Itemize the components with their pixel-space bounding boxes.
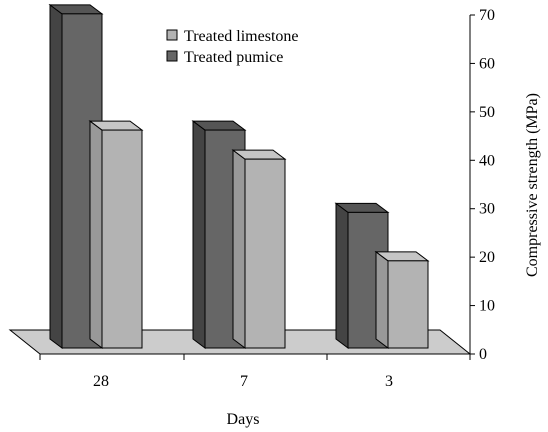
legend-label-treated-pumice: Treated pumice [184,49,283,66]
bar-treated-limestone-7 [231,149,287,349]
bar-treated-limestone-28-front [101,129,143,349]
bar-treated-limestone-7-side [232,149,246,349]
y-tick-label: 20 [479,249,495,266]
bar-treated-limestone-3 [374,250,430,349]
y-axis-title: Compressive strength (MPa) [524,93,541,277]
bar-treated-pumice-28-side [49,3,63,349]
y-tick-label: 40 [479,152,495,169]
y-tick-label: 50 [479,104,495,121]
y-tick-label: 0 [479,346,487,363]
legend: Treated limestone Treated pumice [166,28,299,66]
x-axis-title: Days [227,411,260,428]
legend-swatch-treated-limestone [166,29,178,41]
bar-treated-limestone-3-side [375,250,389,349]
x-tick-label: 28 [93,373,109,390]
bar-treated-pumice-3-side [335,202,349,349]
y-tick-label: 70 [479,7,495,24]
legend-swatch-treated-pumice [166,50,178,62]
y-tick-label: 10 [479,298,495,315]
x-tick-label: 7 [240,373,248,390]
legend-label-treated-limestone: Treated limestone [184,28,299,45]
y-tick-label: 60 [479,55,495,72]
bar-treated-limestone-7-front [244,158,286,349]
bar-treated-limestone-3-front [387,260,429,349]
bar-treated-limestone-28-side [89,120,103,349]
x-tick-label: 3 [385,373,393,390]
bars-group [48,3,430,349]
bar-treated-pumice-7-side [192,120,206,349]
y-ticks-group: 0 10 20 30 40 50 60 70 [470,7,495,363]
y-tick-label: 30 [479,201,495,218]
bar-treated-pumice-28 [48,3,104,349]
x-ticks-group: 28 7 3 [39,354,471,390]
bar-treated-limestone-28 [88,120,144,349]
